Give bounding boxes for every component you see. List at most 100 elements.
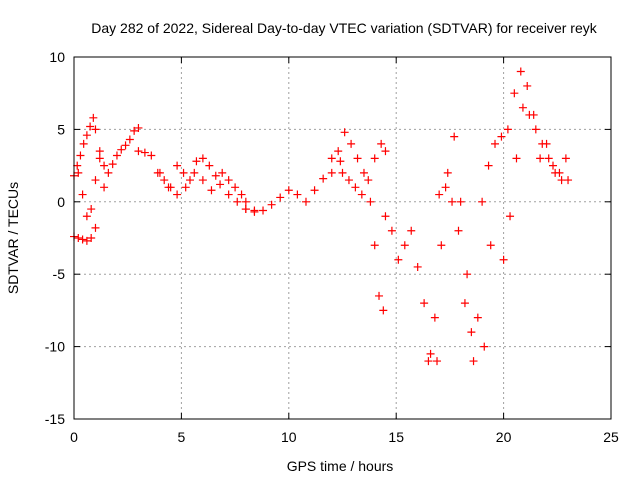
- data-point: [104, 168, 113, 177]
- data-point: [121, 141, 130, 150]
- data-point: [407, 226, 416, 235]
- data-point: [241, 205, 250, 214]
- data-point: [231, 183, 240, 192]
- series-10: [435, 183, 495, 351]
- data-point: [250, 207, 259, 216]
- data-point: [544, 154, 553, 163]
- data-point: [375, 291, 384, 300]
- data-point: [87, 234, 96, 242]
- data-point: [381, 212, 390, 221]
- data-point: [134, 123, 143, 132]
- y-axis-label: SDTVAR / TECUs: [5, 182, 21, 294]
- data-point: [338, 168, 347, 177]
- data-point: [211, 171, 220, 180]
- data-point: [351, 183, 360, 192]
- data-point: [353, 154, 362, 163]
- data-point: [140, 148, 149, 157]
- data-point: [205, 161, 214, 170]
- data-point: [155, 168, 164, 177]
- data-point: [503, 125, 512, 134]
- data-point: [190, 168, 199, 177]
- data-point: [433, 357, 442, 366]
- data-point: [536, 154, 545, 163]
- data-point: [179, 168, 188, 177]
- data-point: [130, 126, 139, 135]
- data-point: [276, 193, 285, 202]
- data-point: [319, 174, 328, 183]
- y-tick-label: -5: [53, 266, 66, 282]
- data-point: [284, 186, 293, 195]
- data-point: [377, 139, 386, 148]
- data-point: [426, 349, 435, 358]
- data-point: [561, 154, 570, 163]
- data-point: [491, 139, 500, 148]
- data-point: [478, 197, 487, 206]
- data-point: [301, 197, 310, 206]
- series-8: [381, 212, 442, 366]
- data-point: [420, 299, 429, 308]
- series-7: [338, 139, 390, 199]
- data-point: [86, 122, 95, 131]
- data-point: [112, 151, 121, 160]
- data-point: [454, 226, 463, 235]
- data-point: [95, 154, 104, 163]
- data-point: [413, 262, 422, 271]
- x-tick-label: 0: [70, 429, 78, 445]
- data-point: [173, 161, 182, 170]
- data-point: [173, 190, 182, 199]
- data-point: [370, 241, 379, 250]
- data-point: [460, 299, 469, 308]
- series-4: [155, 168, 259, 215]
- data-points: [70, 67, 573, 366]
- data-point: [125, 135, 134, 144]
- data-point: [192, 157, 201, 166]
- data-point: [484, 161, 493, 170]
- data-point: [224, 176, 233, 185]
- data-point: [424, 357, 433, 366]
- y-tick-label: 10: [49, 49, 65, 65]
- data-point: [518, 103, 527, 112]
- data-point: [347, 139, 356, 148]
- data-point: [357, 190, 366, 199]
- series-0: [70, 113, 143, 180]
- data-point: [469, 357, 478, 366]
- data-point: [523, 81, 532, 90]
- data-point: [450, 132, 459, 141]
- data-point: [456, 197, 465, 206]
- plot-frame: [73, 56, 612, 420]
- data-point: [218, 168, 227, 177]
- data-point: [435, 190, 444, 199]
- data-point: [78, 235, 87, 244]
- data-point: [233, 197, 242, 206]
- x-tick-label: 20: [496, 429, 512, 445]
- data-point: [379, 306, 388, 315]
- data-point: [497, 132, 506, 141]
- series-5: [241, 157, 345, 216]
- data-point: [366, 197, 375, 206]
- data-point: [164, 183, 173, 192]
- data-point: [134, 147, 143, 156]
- data-point: [267, 200, 276, 209]
- data-point: [78, 190, 87, 199]
- series-12: [499, 103, 573, 264]
- data-point: [538, 139, 547, 148]
- grid: [74, 57, 611, 419]
- y-tick-label: 5: [57, 121, 65, 137]
- data-point: [91, 176, 100, 185]
- data-point: [185, 176, 194, 185]
- data-point: [74, 234, 83, 242]
- data-point: [293, 190, 302, 199]
- series-6: [327, 128, 388, 315]
- data-point: [506, 212, 515, 221]
- data-point: [387, 226, 396, 235]
- data-point: [480, 342, 489, 351]
- data-point: [259, 206, 268, 215]
- data-point: [108, 160, 117, 169]
- data-point: [117, 145, 126, 154]
- data-point: [76, 151, 85, 160]
- data-point: [327, 154, 336, 163]
- data-point: [359, 168, 368, 177]
- data-point: [73, 161, 82, 170]
- data-point: [473, 313, 482, 322]
